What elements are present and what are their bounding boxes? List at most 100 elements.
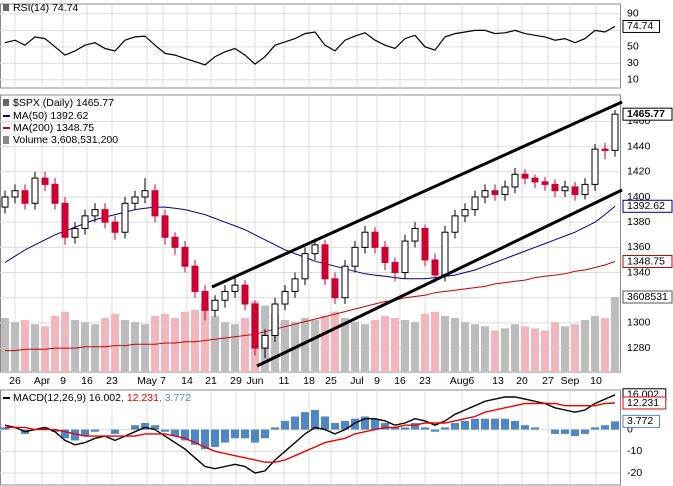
candle-body	[161, 215, 169, 238]
histogram-bar	[161, 429, 169, 432]
x-tick-label: 23	[419, 375, 431, 387]
candle-body	[281, 290, 289, 305]
candle-body	[251, 303, 259, 349]
candle-body	[401, 240, 409, 274]
macd-title: MACD(12,26,9) 16.002, 12.231, 3.772	[13, 392, 191, 404]
volume-bar	[431, 311, 439, 372]
rsi-title: RSI(14) 74.74	[13, 2, 79, 14]
volume-bar	[461, 322, 469, 372]
line	[5, 402, 616, 463]
candle-body	[121, 202, 129, 233]
volume-bar	[321, 315, 329, 372]
histogram-bar	[431, 429, 439, 432]
histogram-bar	[341, 420, 349, 430]
x-tick-label: 29	[230, 375, 242, 387]
y-tick-label: 1380	[627, 216, 651, 228]
candle-body	[381, 246, 389, 263]
volume-bar	[281, 320, 289, 372]
candle-body	[31, 177, 39, 204]
macd-title-part: , 12.231	[121, 392, 159, 404]
price-title: $SPX (Daily) 1465.77	[13, 97, 114, 109]
volume-bar	[581, 320, 589, 372]
trend-line	[256, 188, 623, 368]
histogram-bar	[461, 420, 469, 430]
volume-bar	[541, 330, 549, 372]
candle-body	[371, 231, 379, 248]
histogram-bar	[41, 427, 49, 430]
candle-body	[221, 290, 229, 301]
histogram-bar	[111, 429, 119, 434]
histogram-bar	[581, 429, 589, 434]
x-tick-label: Jun	[247, 375, 264, 387]
histogram-bar	[471, 418, 479, 430]
x-tick-label: 25	[325, 375, 337, 387]
panel-frame	[0, 3, 621, 89]
candle-body	[191, 265, 199, 292]
candle-body	[241, 284, 249, 305]
y-tick-label: 1340	[627, 266, 651, 278]
volume-bar	[131, 322, 139, 372]
histogram-bar	[521, 425, 529, 430]
volume-bar	[61, 311, 69, 372]
volume-bar	[31, 324, 39, 372]
candle-body	[111, 221, 119, 233]
candle-body	[311, 244, 319, 255]
histogram-bar	[311, 410, 319, 430]
candle-body	[551, 183, 559, 192]
y-tick-label: 1280	[627, 342, 651, 354]
candle-body	[391, 261, 399, 274]
histogram-bar	[51, 429, 59, 432]
candle-body	[1, 196, 9, 208]
candle-body	[181, 246, 189, 267]
histogram-bar	[551, 429, 559, 434]
icon	[3, 99, 9, 106]
volume-bar	[361, 324, 369, 372]
histogram-bar	[291, 416, 299, 430]
x-tick-label: 26	[9, 375, 21, 387]
last-value-box	[622, 199, 673, 213]
x-tick-label: 20	[516, 375, 528, 387]
candle-body	[171, 236, 179, 248]
panel-frame	[0, 94, 621, 373]
line	[5, 261, 616, 352]
line	[4, 25, 616, 66]
candle-body	[471, 196, 479, 211]
x-tick-label: 13	[492, 375, 504, 387]
last-value-box	[622, 414, 660, 428]
volume-bar	[611, 297, 619, 372]
x-tick-label: 9	[374, 375, 380, 387]
last-value-label: 1348.75	[627, 255, 665, 267]
histogram-bar	[201, 429, 209, 450]
candle-body	[271, 303, 279, 336]
candle-body	[461, 209, 469, 217]
x-tick-label: 14	[181, 375, 193, 387]
y-tick-label: 1400	[627, 191, 651, 203]
y-tick-label: -20	[627, 467, 642, 479]
candle-body	[611, 113, 619, 151]
volume-bar	[211, 315, 219, 372]
volume-bar	[521, 326, 529, 372]
volume-bar	[271, 313, 279, 372]
volume-bar	[301, 317, 309, 372]
x-tick-label: Jul	[350, 375, 363, 387]
volume-bar	[381, 315, 389, 372]
candle-body	[131, 196, 139, 204]
histogram-bar	[301, 412, 309, 430]
last-value-label: 1465.77	[627, 108, 665, 120]
volume-bar	[111, 313, 119, 372]
y-tick-label: 1300	[627, 317, 651, 329]
candle-body	[491, 190, 499, 195]
histogram-bar	[531, 427, 539, 430]
volume-bar	[21, 320, 29, 372]
candle-body	[481, 190, 489, 198]
histogram-bar	[501, 418, 509, 430]
x-tick-label: 10	[590, 375, 602, 387]
volume-bar	[241, 317, 249, 372]
histogram-bar	[561, 429, 569, 434]
x-tick-label: 16	[81, 375, 93, 387]
histogram-bar	[241, 429, 249, 439]
x-tick-label: Apr	[34, 375, 51, 387]
candle-body	[231, 284, 239, 292]
volume-bar	[351, 322, 359, 372]
histogram-bar	[421, 427, 429, 430]
